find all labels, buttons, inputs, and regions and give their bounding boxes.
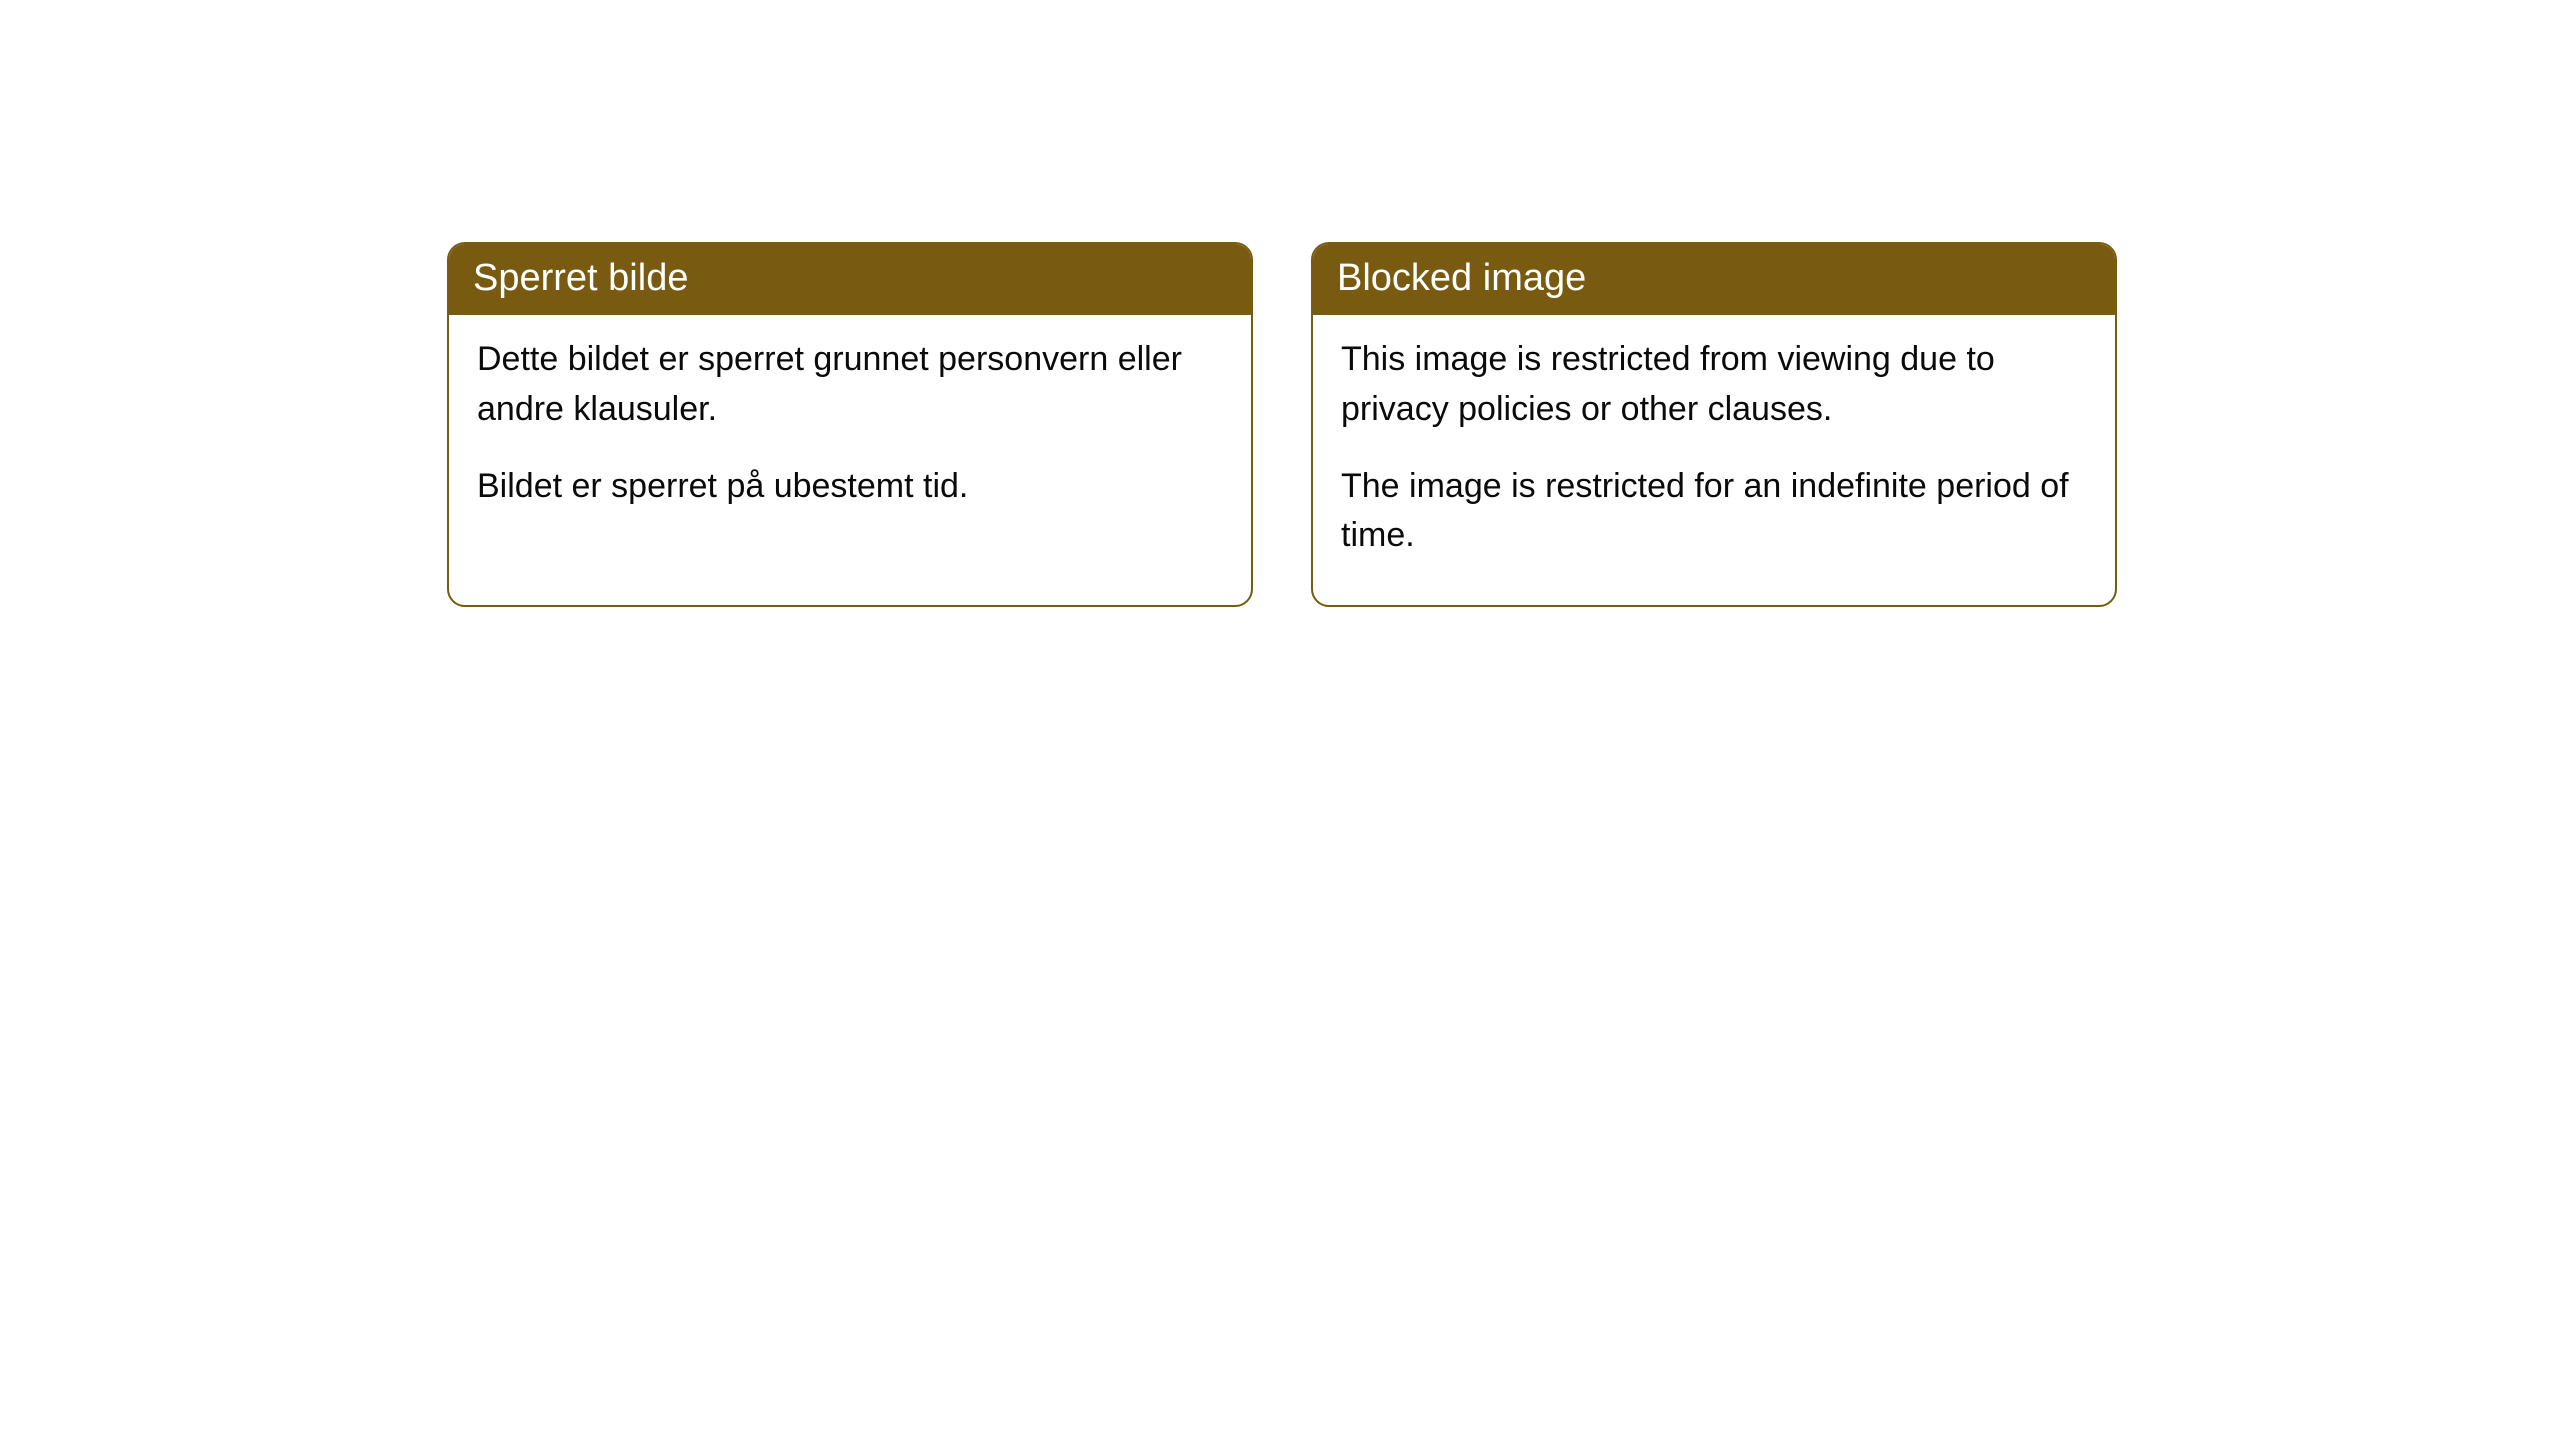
card-paragraph: Dette bildet er sperret grunnet personve…	[477, 335, 1223, 434]
card-paragraph: This image is restricted from viewing du…	[1341, 335, 2087, 434]
card-paragraph: Bildet er sperret på ubestemt tid.	[477, 462, 1223, 511]
card-body: Dette bildet er sperret grunnet personve…	[449, 315, 1251, 555]
card-header: Blocked image	[1313, 244, 2115, 315]
notice-card-norwegian: Sperret bilde Dette bildet er sperret gr…	[447, 242, 1253, 607]
card-header: Sperret bilde	[449, 244, 1251, 315]
card-body: This image is restricted from viewing du…	[1313, 315, 2115, 604]
notice-card-english: Blocked image This image is restricted f…	[1311, 242, 2117, 607]
card-paragraph: The image is restricted for an indefinit…	[1341, 462, 2087, 561]
cards-container: Sperret bilde Dette bildet er sperret gr…	[447, 242, 2117, 607]
